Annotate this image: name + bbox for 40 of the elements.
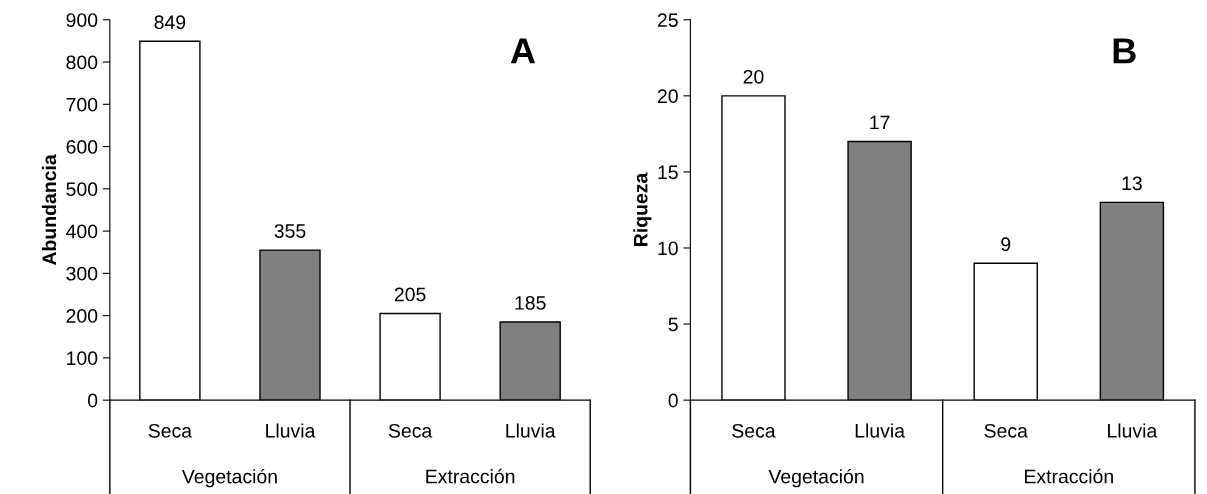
y-tick-label: 5	[668, 317, 678, 332]
data-label: 13	[1122, 176, 1142, 191]
x-tick-label: Seca	[148, 423, 193, 438]
y-tick-label: 25	[657, 13, 678, 27]
data-label: 9	[1001, 237, 1011, 252]
data-label: 205	[394, 287, 426, 302]
y-tick-label: 10	[658, 241, 678, 256]
data-label: 185	[515, 296, 546, 310]
chart-title: A	[510, 38, 536, 64]
data-label: 355	[274, 224, 306, 238]
text: Vegetación	[181, 468, 277, 488]
x-tick-label: Lluvia	[266, 423, 316, 438]
x-tick-label: Lluvia	[855, 423, 905, 438]
y-tick-label: 0	[668, 393, 678, 408]
y-tick-label: 500	[66, 182, 98, 197]
data-label: 17	[870, 115, 890, 130]
x-tick-label: Seca	[388, 423, 433, 438]
y-tick-label: 400	[66, 224, 98, 239]
data-label: 20	[743, 69, 764, 84]
text: Vegetación	[768, 468, 864, 488]
y-tick-label: 800	[66, 55, 98, 70]
y-tick-label: 20	[657, 89, 678, 104]
y-tick-label: 900	[66, 13, 98, 27]
y-tick-label: 600	[66, 140, 98, 154]
y-tick-label: 300	[66, 266, 98, 281]
x-tick-label: Lluvia	[1108, 423, 1158, 438]
data-label: 849	[154, 15, 186, 30]
y-tick-label: 15	[658, 165, 678, 180]
x-tick-label: Lluvia	[506, 423, 556, 438]
chart-title: B	[1113, 38, 1136, 64]
x-tick-label: Seca	[732, 423, 776, 438]
text: Extracción	[1025, 468, 1113, 484]
x-tick-label: Seca	[984, 423, 1028, 438]
y-tick-label: 0	[87, 393, 98, 408]
y-axis-title: Abundancia	[41, 154, 57, 266]
text: Extracción	[426, 468, 515, 484]
y-tick-label: 200	[66, 309, 98, 323]
y-tick-label: 700	[66, 97, 98, 112]
y-tick-label: 100	[67, 351, 98, 366]
y-axis-title: Riqueza	[633, 172, 652, 246]
